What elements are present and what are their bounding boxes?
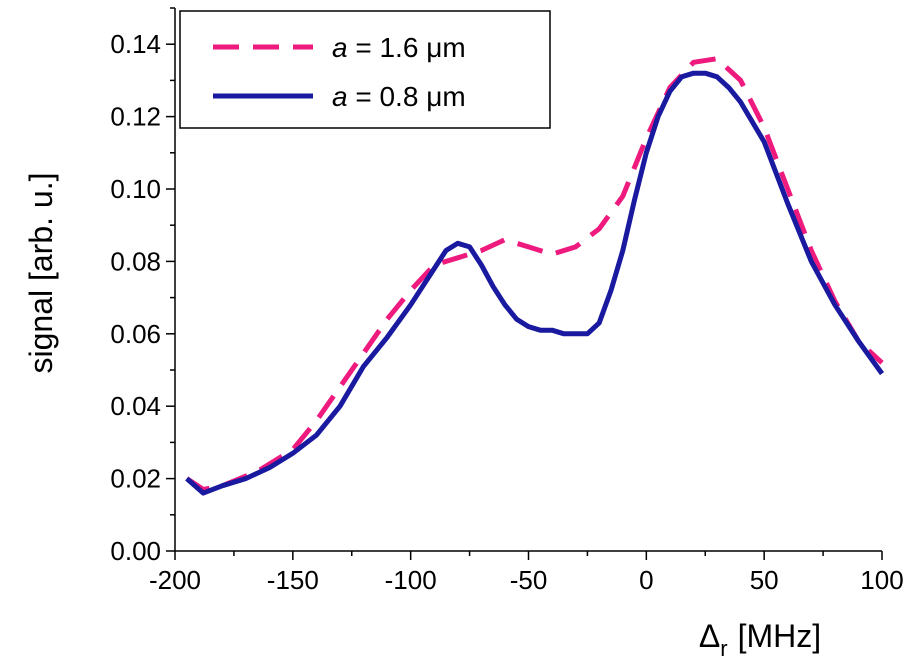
legend-entry-2-text: = 0.8 μm (348, 81, 466, 112)
y-tick-label: 0.12 (110, 102, 161, 132)
x-axis-label-subscript: r (720, 636, 727, 661)
legend-entry-2: a = 0.8 μm (332, 81, 466, 112)
y-tick-label: 0.02 (110, 464, 161, 494)
legend: a = 1.6 μm a = 0.8 μm (179, 10, 551, 129)
x-tick-label: 0 (639, 565, 653, 595)
y-tick-label: 0.06 (110, 319, 161, 349)
y-tick-label: 0.00 (110, 536, 161, 566)
y-axis-label: signal [arb. u.] (23, 173, 59, 374)
legend-entry-1: a = 1.6 μm (332, 32, 466, 63)
legend-entry-1-var: a (332, 32, 348, 63)
x-axis-label-unit: [MHz] (738, 618, 822, 654)
y-tick-label: 0.04 (110, 391, 161, 421)
y-tick-label: 0.10 (110, 174, 161, 204)
y-tick-label: 0.14 (110, 29, 161, 59)
x-tick-label: -200 (149, 565, 201, 595)
series-line-solid (185, 70, 885, 496)
x-axis-label-symbol: Δ (699, 618, 720, 654)
series-layer (185, 56, 885, 496)
x-axis-label: Δr [MHz] (699, 618, 821, 661)
x-tick-label: 100 (860, 565, 903, 595)
legend-entry-2-var: a (332, 81, 348, 112)
legend-box (179, 10, 551, 129)
x-tick-label: -50 (510, 565, 548, 595)
series-line-dashed (185, 56, 884, 492)
tick-labels-layer: -200 -150 -100 -50 0 50 100 0.00 0.02 0.04 0.06 0.0… (110, 29, 903, 595)
y-tick-label: 0.08 (110, 246, 161, 276)
legend-entry-1-text: = 1.6 μm (348, 32, 466, 63)
x-tick-label: 50 (750, 565, 779, 595)
x-tick-label: -100 (385, 565, 437, 595)
ticks-layer (166, 7, 883, 560)
x-tick-label: -150 (267, 565, 319, 595)
